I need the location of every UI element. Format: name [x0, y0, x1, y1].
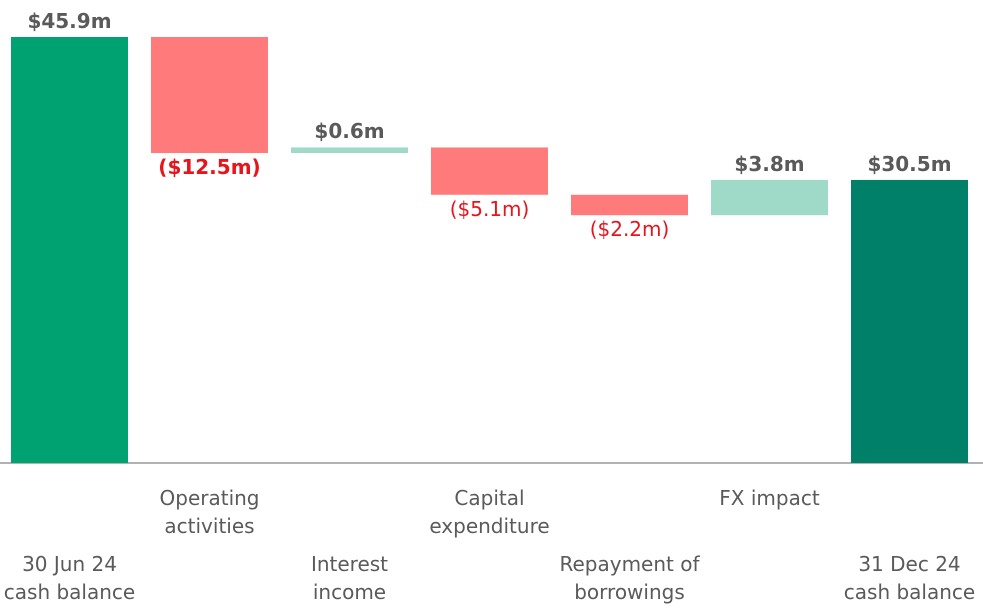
bar: [11, 37, 128, 463]
value-label: ($2.2m): [589, 217, 670, 242]
bar: [571, 194, 688, 216]
x-tick-label: 31 Dec 24 cash balance: [843, 552, 976, 604]
value-label: $30.5m: [867, 151, 952, 176]
x-tick-label: 30 Jun 24 cash balance: [3, 552, 136, 604]
x-tick-label: Repayment of borrowings: [559, 552, 700, 604]
bar: [291, 147, 408, 154]
x-tick-label: Interest income: [310, 552, 389, 604]
value-label: $0.6m: [314, 119, 385, 144]
x-tick-label: FX impact: [719, 486, 820, 510]
bar: [851, 179, 968, 463]
value-label: $45.9m: [27, 9, 112, 33]
value-label: ($12.5m): [158, 155, 261, 179]
x-tick-label: Capital expenditure: [429, 486, 550, 538]
value-label: $3.8m: [734, 151, 805, 176]
x-tick-label: Operating activities: [159, 486, 260, 538]
bar: [151, 37, 268, 154]
bar: [711, 179, 828, 216]
bar: [431, 147, 548, 195]
value-label: ($5.1m): [449, 196, 530, 221]
